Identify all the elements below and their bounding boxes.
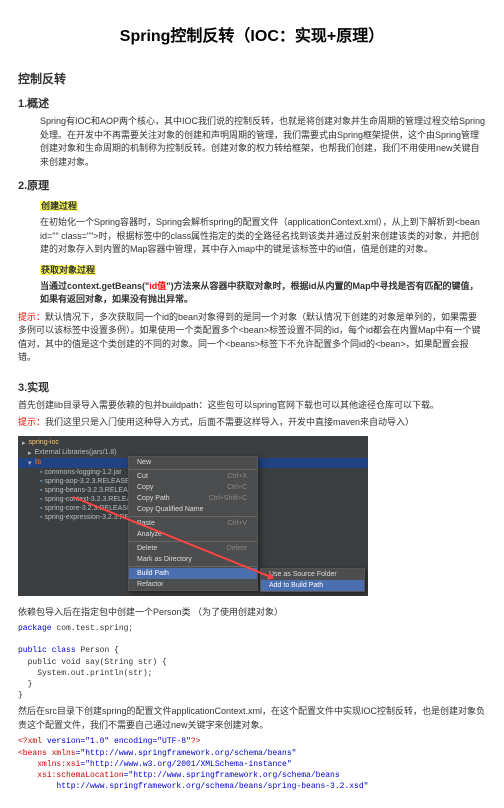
section-heading: 控制反转 bbox=[18, 70, 486, 87]
menu-item[interactable]: New bbox=[129, 457, 257, 468]
menu-item[interactable]: Analyze bbox=[129, 529, 257, 540]
create-process-text: 在初始化一个Spring容器时，Spring会解析spring的配置文件（app… bbox=[40, 216, 486, 257]
page-title: Spring控制反转（IOC：实现+原理） bbox=[18, 12, 486, 62]
subsection-3: 3.实现 bbox=[18, 379, 486, 395]
create-process-label: 创建过程 bbox=[40, 201, 78, 211]
menu-item[interactable]: Copy Qualified Name bbox=[129, 504, 257, 515]
tree-root: ▸ spring-ioc bbox=[18, 438, 368, 448]
overview-text: Spring有IOC和AOP两个核心，其中IOC我们说的控制反转，也就是将创建对… bbox=[18, 115, 486, 169]
code-xml: <?xml version="1.0" encoding="UTF-8"?> <… bbox=[18, 736, 486, 792]
subsection-2: 2.原理 bbox=[18, 177, 486, 193]
context-menu-1[interactable]: New CutCtrl+XCopyCtrl+CCopy PathCtrl+Shif… bbox=[128, 456, 258, 591]
subsection-1: 1.概述 bbox=[18, 95, 486, 111]
menu-item[interactable]: CopyCtrl+C bbox=[129, 482, 257, 493]
impl-p1: 首先创建lib目录导入需要依赖的包并buildpath：这些包可以spring官… bbox=[18, 399, 486, 413]
impl-p3: 然后在src目录下创建spring的配置文件applicationContext… bbox=[18, 705, 486, 732]
tip-1: 提示：默认情况下，多次获取同一个id的bean对象得到的是同一个对象（默认情况下… bbox=[18, 311, 486, 365]
menu-item[interactable]: Refactor bbox=[129, 579, 257, 590]
menu-item[interactable]: Copy PathCtrl+Shift+C bbox=[129, 493, 257, 504]
tip-2: 提示：我们这里只是入门使用这种导入方式，后面不需要这样导入，开发中直接maven… bbox=[18, 416, 486, 430]
menu-item[interactable]: CutCtrl+X bbox=[129, 471, 257, 482]
impl-p2: 依赖包导入后在指定包中创建一个Person类 （为了使用创建对象） bbox=[18, 606, 486, 620]
code-person: package com.test.spring; public class Pe… bbox=[18, 623, 486, 701]
ide-screenshot: ▸ spring-ioc ▸ External Libraries (jars/… bbox=[18, 436, 368, 596]
get-object-label: 获取对象过程 bbox=[40, 265, 96, 275]
get-object-text: 当通过context.getBeans("id值")方法来从容器中获取对象时，根… bbox=[40, 280, 486, 307]
menu-item[interactable]: Build Path bbox=[129, 568, 257, 579]
